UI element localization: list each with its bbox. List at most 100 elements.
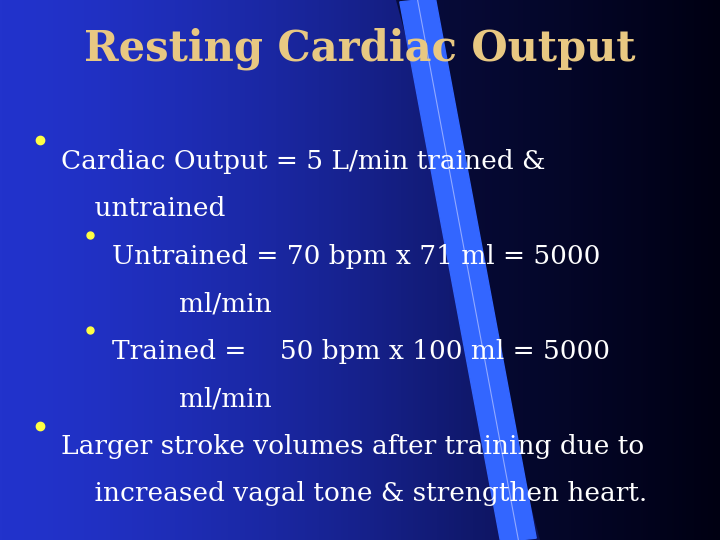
Bar [434,0,437,540]
Bar [540,0,542,540]
Bar [125,0,127,540]
Bar [569,0,571,540]
Bar [355,0,358,540]
Bar [336,0,338,540]
Text: increased vagal tone & strengthen heart.: increased vagal tone & strengthen heart. [61,481,647,506]
Bar [84,0,86,540]
Bar [477,0,480,540]
Bar [53,0,55,540]
Bar [218,0,221,540]
Bar [657,0,660,540]
Bar [398,0,401,540]
Bar [290,0,293,540]
Bar [5,0,7,540]
Bar [312,0,315,540]
Bar [310,0,312,540]
Bar [297,0,300,540]
Bar [696,0,698,540]
Bar [235,0,238,540]
Bar [197,0,199,540]
Bar [698,0,701,540]
Bar [79,0,81,540]
Bar [199,0,202,540]
Bar [264,0,266,540]
Bar [703,0,706,540]
Bar [459,0,461,540]
Bar [271,0,274,540]
Bar [300,0,302,540]
Bar [9,0,12,540]
Bar [475,0,477,540]
Bar [45,0,48,540]
Bar [547,0,549,540]
Bar [396,0,398,540]
Bar [444,0,446,540]
Bar [81,0,84,540]
Bar [504,0,506,540]
Bar [245,0,247,540]
Bar [60,0,63,540]
Bar [679,0,682,540]
Bar [351,0,353,540]
Bar [110,0,113,540]
Bar [665,0,667,540]
Bar [432,0,434,540]
Bar [495,0,497,540]
Bar [230,0,233,540]
Bar [14,0,17,540]
Bar [348,0,351,540]
Bar [317,0,319,540]
Bar [65,0,67,540]
Bar [634,0,636,540]
Bar [175,0,178,540]
Bar [487,0,490,540]
Bar [274,0,276,540]
Bar [574,0,576,540]
Bar [194,0,197,540]
Bar [405,0,408,540]
Bar [279,0,281,540]
Bar [612,0,614,540]
Bar [437,0,439,540]
Bar [286,0,288,540]
Bar [516,0,518,540]
Bar [461,0,463,540]
Text: untrained: untrained [61,196,225,221]
Bar [372,0,374,540]
Bar [485,0,487,540]
Bar [413,0,415,540]
Bar [223,0,225,540]
Bar [454,0,456,540]
Bar [238,0,240,540]
Bar [91,0,94,540]
Bar [214,0,216,540]
Bar [533,0,535,540]
Bar [185,0,187,540]
Bar [2,0,5,540]
Bar [221,0,223,540]
Bar [470,0,473,540]
Bar [557,0,559,540]
Bar [266,0,269,540]
Bar [106,0,108,540]
Bar [706,0,708,540]
Bar [451,0,454,540]
Bar [367,0,369,540]
Bar [48,0,50,540]
Bar [549,0,552,540]
Bar [228,0,230,540]
Bar [564,0,567,540]
Bar [427,0,430,540]
Bar [151,0,153,540]
Text: ml/min: ml/min [112,291,271,316]
Bar [369,0,372,540]
Bar [583,0,585,540]
Bar [293,0,295,540]
Bar [643,0,646,540]
Bar [605,0,607,540]
Bar [449,0,451,540]
Text: Larger stroke volumes after training due to: Larger stroke volumes after training due… [61,434,644,458]
Bar [63,0,65,540]
Bar [341,0,343,540]
Bar [403,0,405,540]
